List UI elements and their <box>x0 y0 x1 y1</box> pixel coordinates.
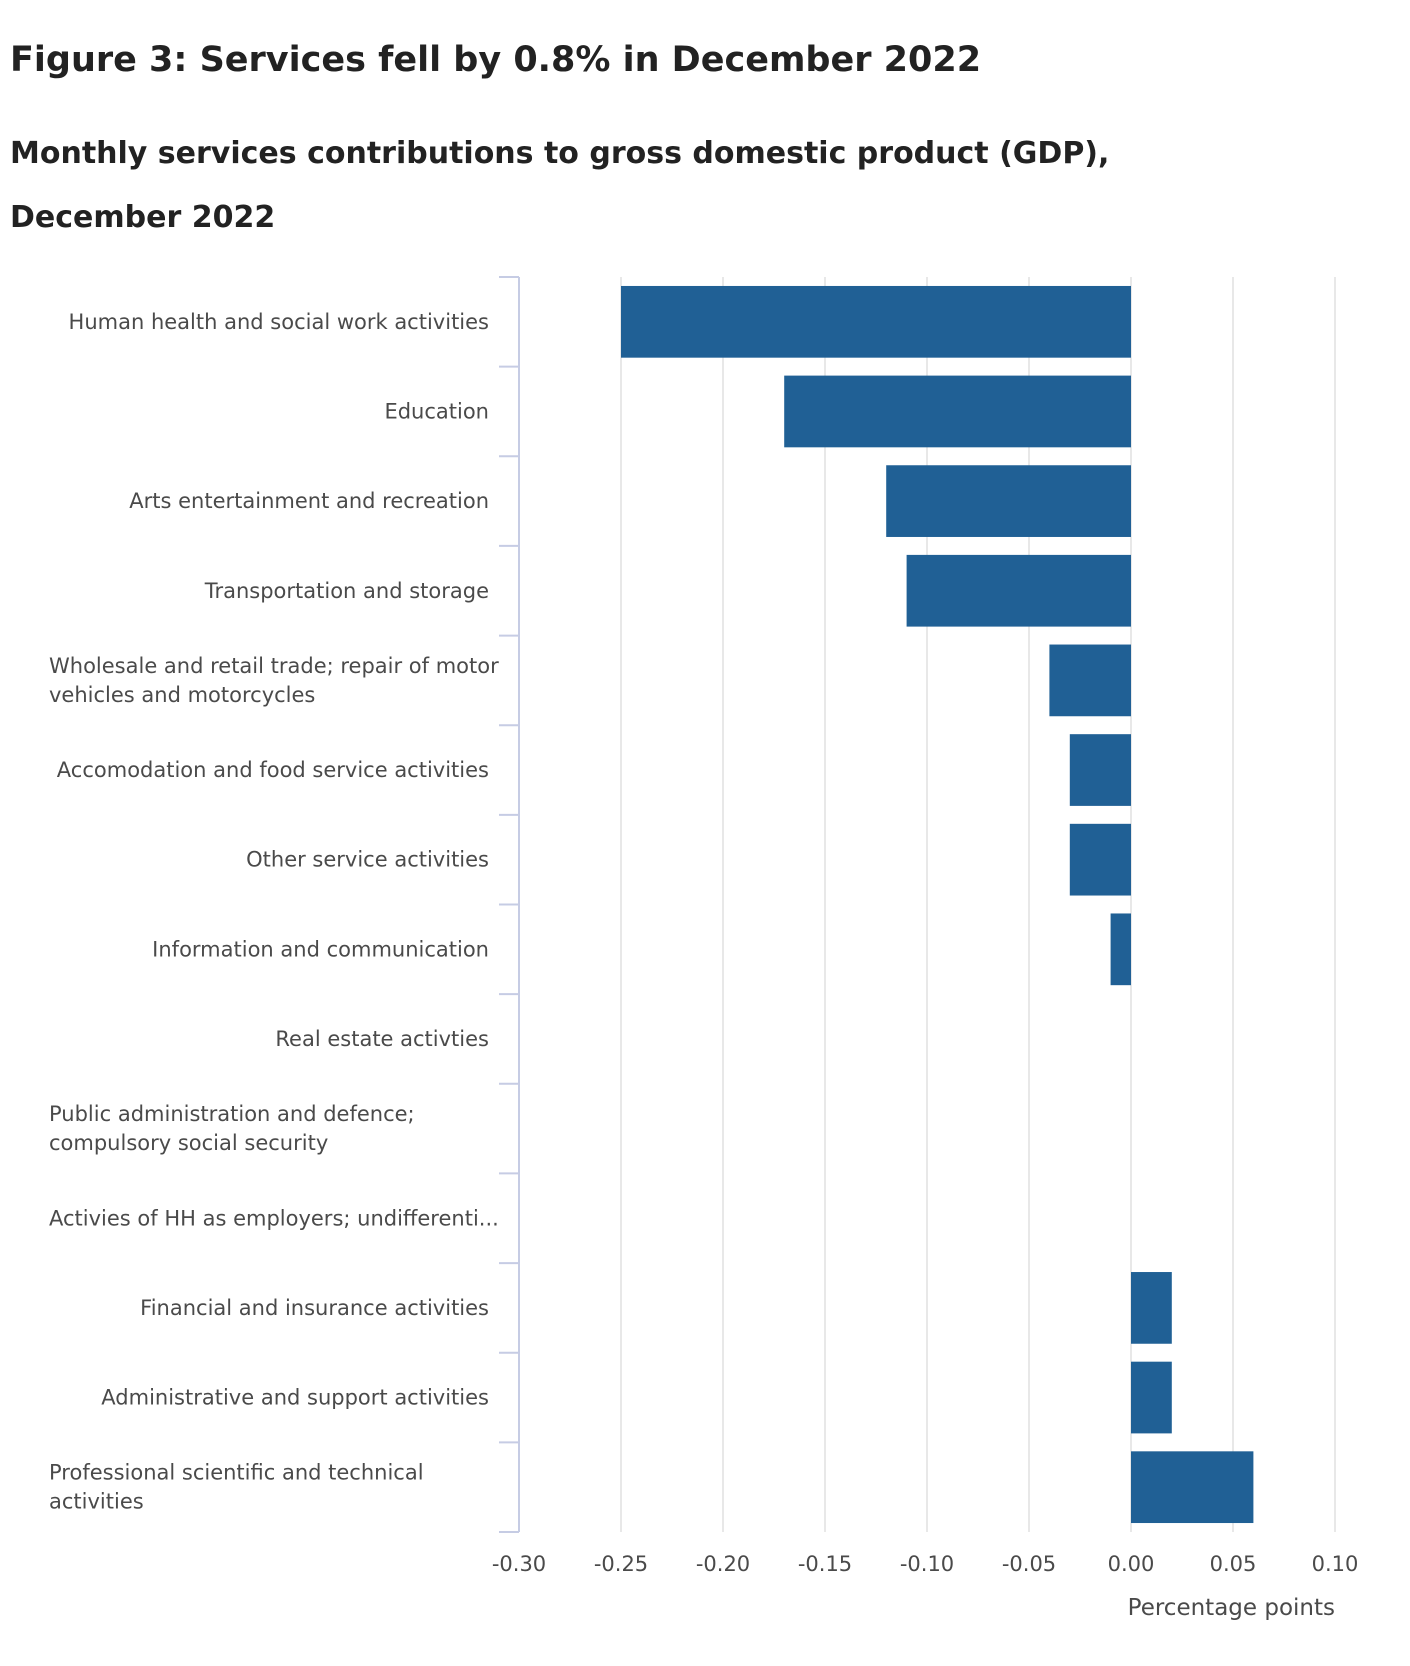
x-tick-label: -0.05 <box>1002 1552 1056 1576</box>
category-label: Information and communication <box>152 937 489 961</box>
category-label-line: vehicles and motorcycles <box>49 683 315 707</box>
category-label: Transportation and storage <box>204 579 489 603</box>
category-label: Activies of HH as employers; undifferent… <box>49 1206 499 1230</box>
category-label: Real estate activties <box>275 1027 489 1051</box>
category-label: Arts entertainment and recreation <box>129 489 489 513</box>
bar[interactable] <box>1069 734 1131 806</box>
category-label: Public administration and defence; compul… <box>49 1102 415 1155</box>
category-label-line: Wholesale and retail trade; repair of mo… <box>49 654 499 678</box>
category-label: Other service activities <box>246 848 489 872</box>
bars <box>621 285 1254 1524</box>
bar[interactable] <box>1131 1272 1172 1344</box>
x-tick-label: -0.20 <box>696 1552 750 1576</box>
x-tick-label: -0.25 <box>594 1552 648 1576</box>
bar[interactable] <box>1131 1361 1172 1434</box>
category-label: Administrative and support activities <box>101 1386 489 1410</box>
category-labels: Human health and social work activities E… <box>49 310 499 1514</box>
category-label-line: Professional scientific and technical <box>49 1461 424 1485</box>
x-tick-label: 0.10 <box>1312 1552 1359 1576</box>
category-label-line: Arts entertainment and recreation <box>129 489 489 513</box>
category-label-line: activities <box>49 1490 144 1514</box>
chart-subtitle: Monthly services contributions to gross … <box>10 136 1110 235</box>
y-axis <box>499 276 520 1533</box>
x-tick-label: 0.00 <box>1108 1552 1155 1576</box>
category-label: Financial and insurance activities <box>140 1296 489 1320</box>
bar[interactable] <box>784 375 1131 448</box>
category-label: Education <box>384 399 489 423</box>
category-label-line: Administrative and support activities <box>101 1386 489 1410</box>
category-label-line: Accomodation and food service activities <box>57 758 489 782</box>
category-label-line: Public administration and defence; <box>49 1102 415 1126</box>
x-tick-label: -0.15 <box>798 1552 852 1576</box>
category-label: Wholesale and retail trade; repair of mo… <box>49 654 499 707</box>
category-label-line: Real estate activties <box>275 1027 489 1051</box>
x-axis-title: Percentage points <box>1128 1595 1335 1621</box>
chart-title: Figure 3: Services fell by 0.8% in Decem… <box>10 40 982 80</box>
x-tick-labels: -0.30 -0.25 -0.20 -0.15 -0.10 -0.05 0.00 0.05 0.… <box>492 1552 1359 1576</box>
category-label-line: Activies of HH as employers; undifferent… <box>49 1206 499 1230</box>
x-tick-label: 0.05 <box>1210 1552 1257 1576</box>
category-label: Accomodation and food service activities <box>57 758 489 782</box>
bar[interactable] <box>1131 1451 1254 1524</box>
bar[interactable] <box>886 465 1131 537</box>
category-label-line: Financial and insurance activities <box>140 1296 489 1320</box>
bar[interactable] <box>906 554 1131 627</box>
category-label: Professional scientific and technical act… <box>49 1461 424 1514</box>
category-label-line: Information and communication <box>152 937 489 961</box>
bar[interactable] <box>1049 644 1131 717</box>
category-label-line: Other service activities <box>246 848 489 872</box>
bar[interactable] <box>1069 823 1131 896</box>
x-tick-label: -0.10 <box>900 1552 954 1576</box>
category-label: Human health and social work activities <box>69 310 489 334</box>
category-label-line: Transportation and storage <box>204 579 489 603</box>
category-label-line: Human health and social work activities <box>69 310 489 334</box>
category-label-line: Education <box>384 399 489 423</box>
x-tick-label: -0.30 <box>492 1552 546 1576</box>
category-label-line: compulsory social security <box>49 1131 328 1155</box>
bar[interactable] <box>1110 913 1131 986</box>
bar[interactable] <box>621 285 1131 358</box>
